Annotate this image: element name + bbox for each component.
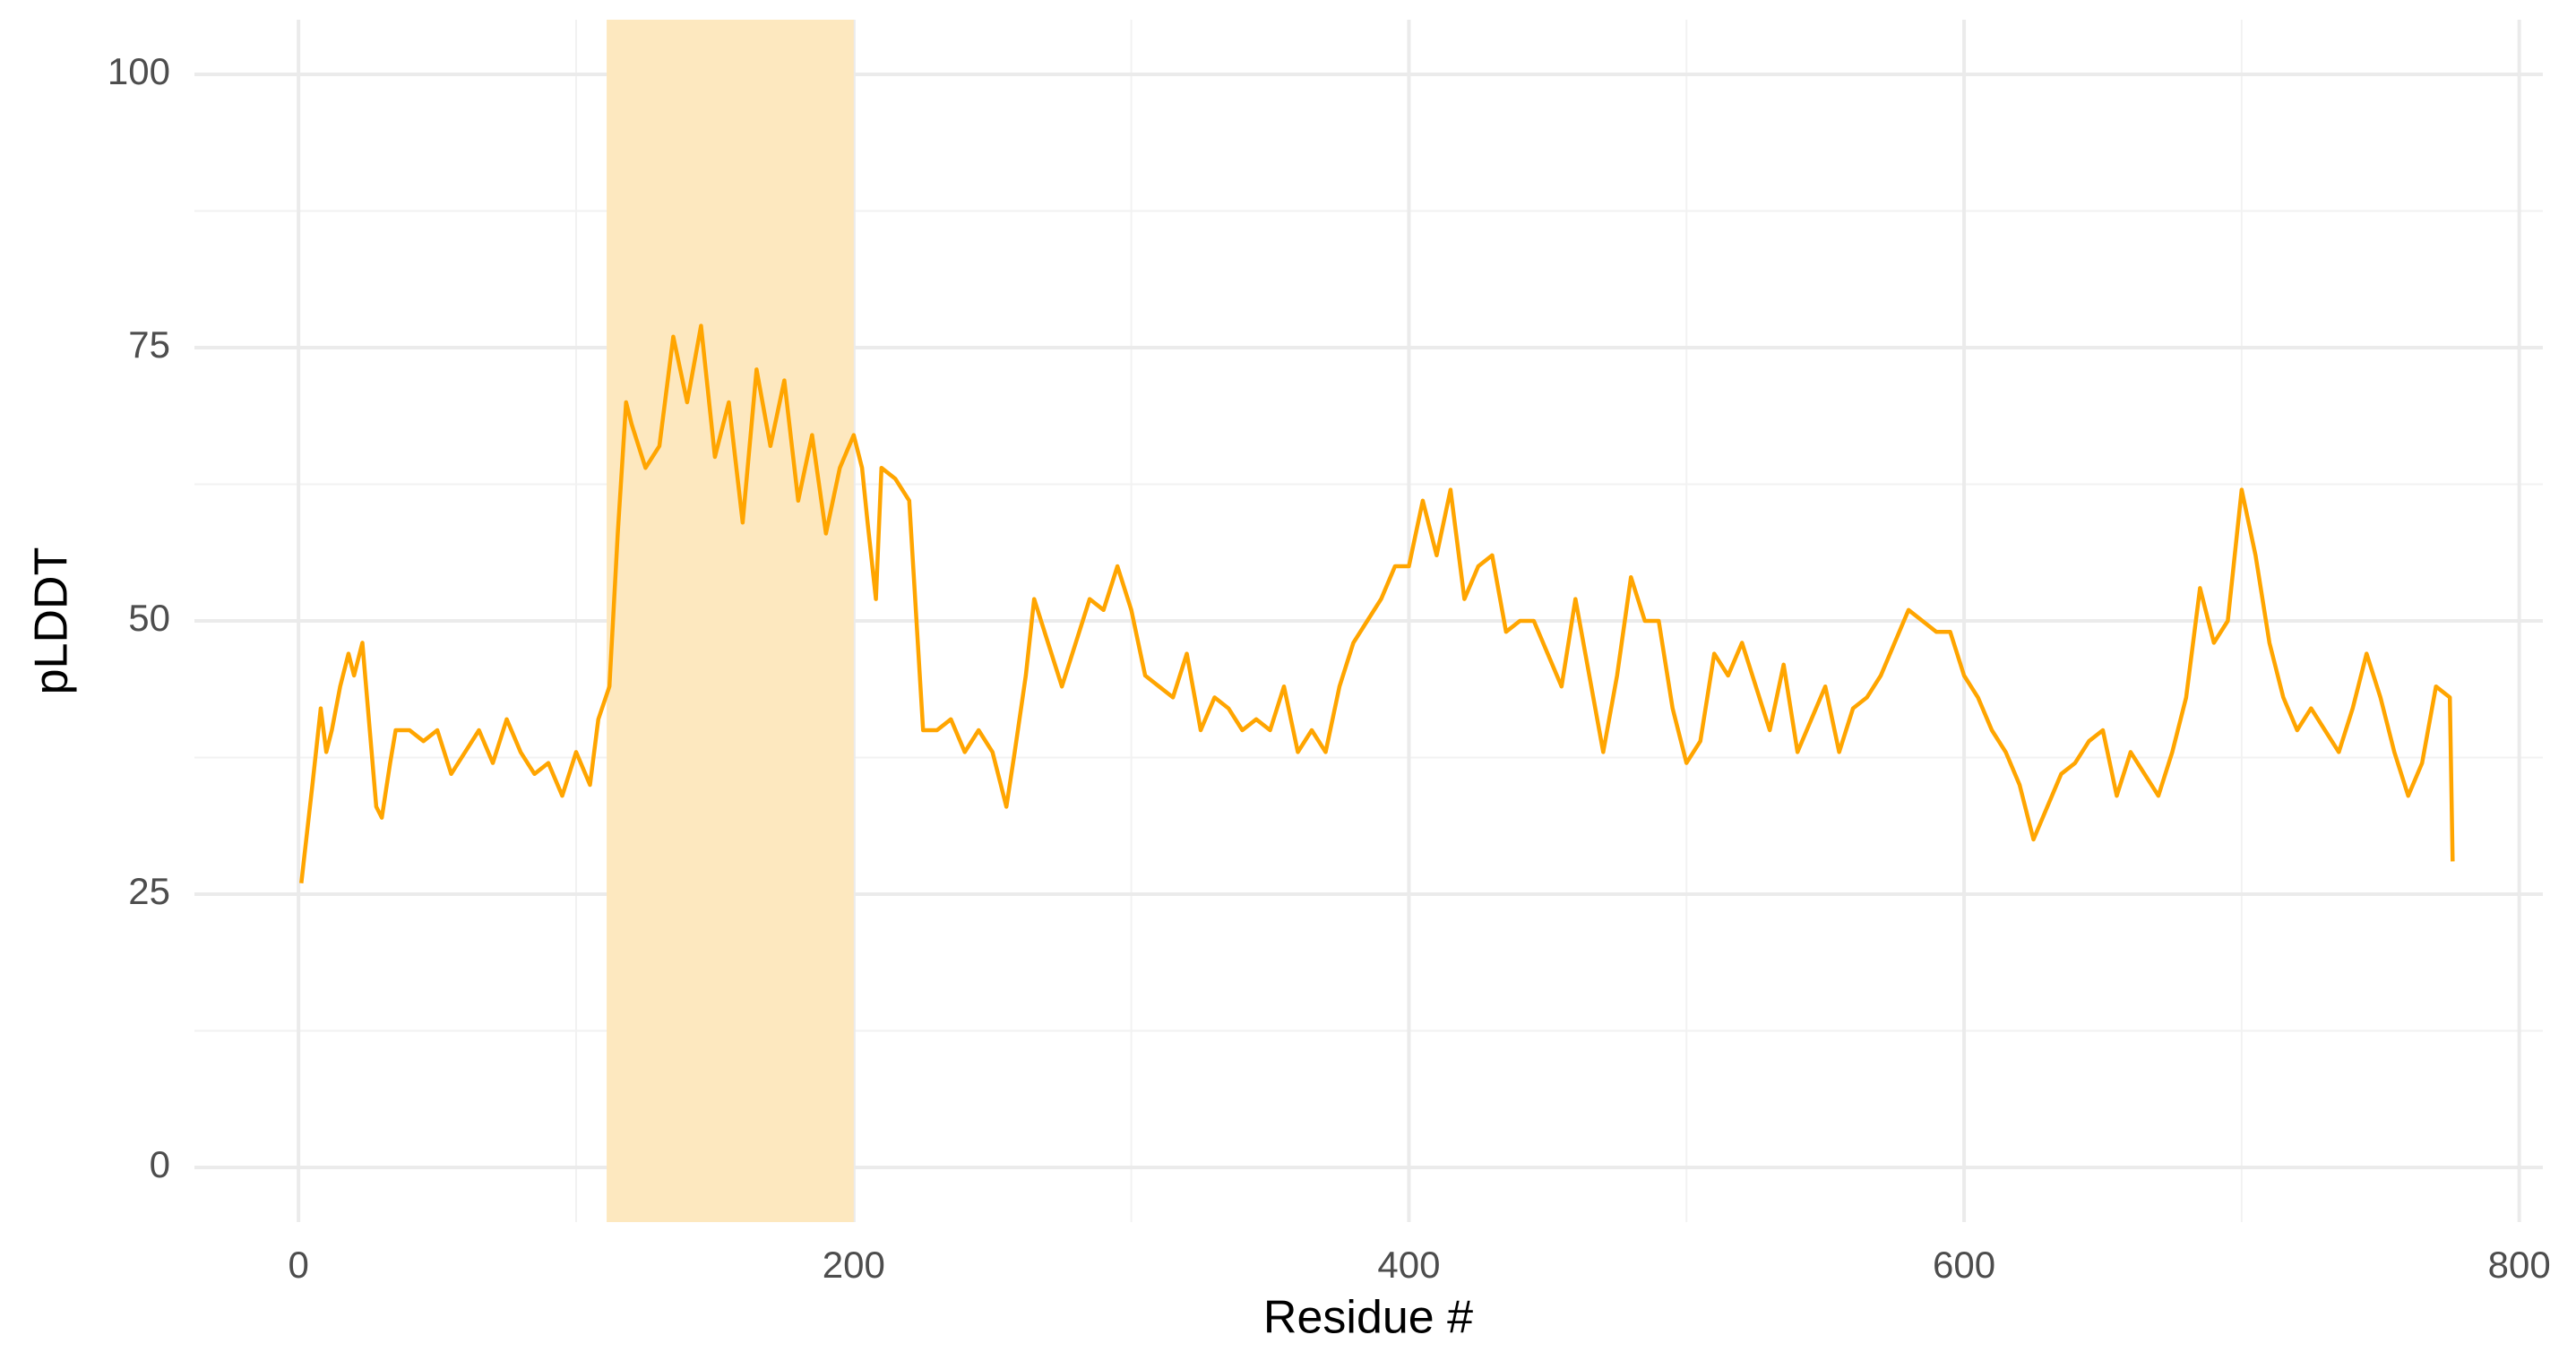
data-line — [299, 323, 2455, 884]
highlight-region — [607, 20, 854, 1222]
y-tick-label: 100 — [108, 50, 170, 92]
x-tick-label: 800 — [2488, 1244, 2551, 1286]
y-tick-label: 50 — [128, 597, 170, 639]
x-tick-label: 200 — [823, 1244, 885, 1286]
x-axis-title: Residue # — [1263, 1292, 1473, 1344]
x-tick-label: 400 — [1377, 1244, 1440, 1286]
y-axis-title: pLDDT — [26, 547, 78, 695]
x-tick-label: 0 — [288, 1244, 308, 1286]
y-tick-label: 25 — [128, 870, 170, 912]
y-tick-label: 75 — [128, 323, 170, 366]
y-tick-label: 0 — [150, 1143, 170, 1185]
x-tick-label: 600 — [1933, 1244, 1995, 1286]
